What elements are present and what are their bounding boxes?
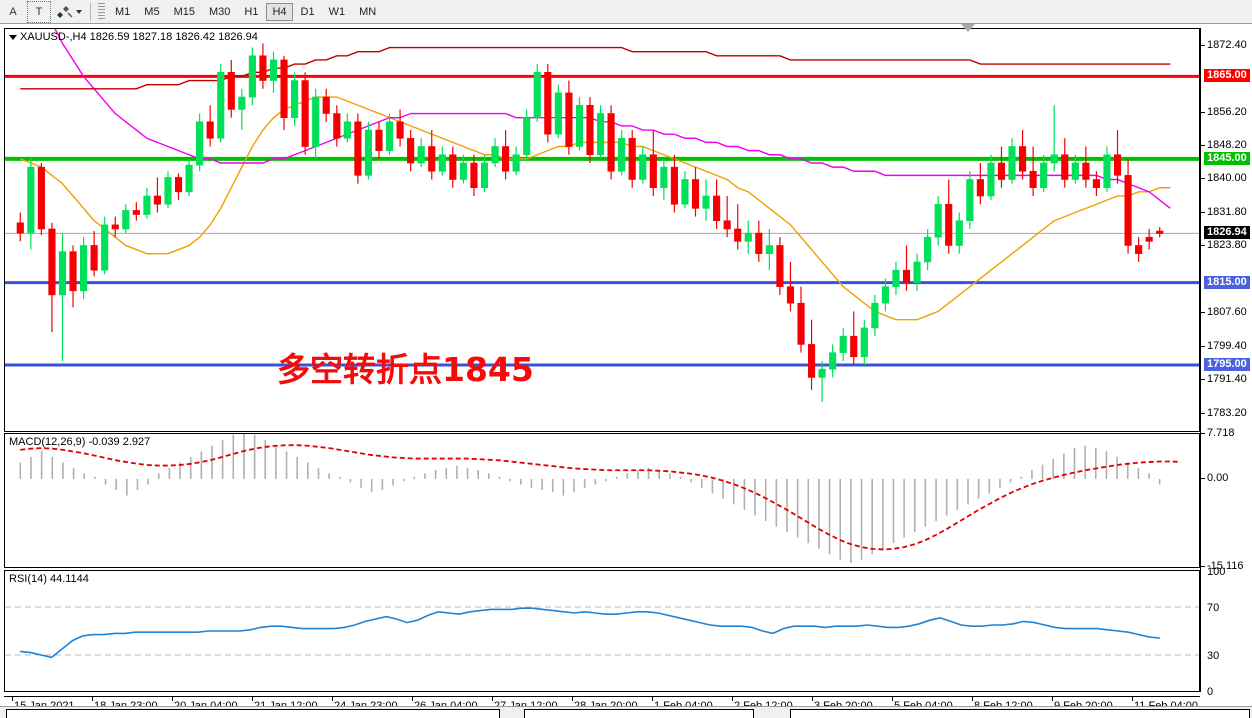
- price-tick-label: 1823.80: [1201, 239, 1247, 252]
- time-tick: [1132, 697, 1133, 701]
- time-tick: [652, 697, 653, 701]
- label-tool-label: T: [35, 5, 43, 18]
- rsi-tick-label: 100: [1207, 566, 1226, 578]
- rsi-tick-label: 0: [1207, 686, 1214, 698]
- timeframe-m5[interactable]: M5: [144, 5, 160, 18]
- tab-item[interactable]: [524, 709, 754, 718]
- macd-label: MACD(12,26,9) -0.039 2.927: [9, 436, 151, 448]
- time-tick: [172, 697, 173, 701]
- rsi-panel[interactable]: RSI(14) 44.1144: [4, 570, 1200, 692]
- price-tick-label: 1799.40: [1201, 339, 1247, 352]
- toolbar-grip[interactable]: [98, 2, 105, 21]
- bottom-tab-strip[interactable]: [0, 706, 1252, 718]
- time-tick: [252, 697, 253, 701]
- macd-panel[interactable]: MACD(12,26,9) -0.039 2.927: [4, 433, 1200, 568]
- timeframe-m1[interactable]: M1: [115, 5, 131, 18]
- price-tick-label: 1856.20: [1201, 105, 1247, 118]
- shapes-icon: [56, 5, 72, 18]
- time-tick: [972, 697, 973, 701]
- time-tick: [1052, 697, 1053, 701]
- time-tick: [12, 697, 13, 701]
- price-panel-header: XAUUSD-,H4 1826.59 1827.18 1826.42 1826.…: [9, 31, 258, 43]
- price-tick-label: 1791.40: [1201, 372, 1247, 385]
- macd-canvas: [19, 434, 1182, 564]
- text-tool-label: A: [9, 5, 17, 18]
- timeframe-mn[interactable]: MN: [359, 5, 377, 18]
- chart-area: XAUUSD-,H4 1826.59 1827.18 1826.42 1826.…: [0, 24, 1252, 712]
- main-toolbar: A T M1 M5 M15 M30 H1 H4 D1 W1 MN: [0, 0, 1252, 24]
- price-chart-panel[interactable]: XAUUSD-,H4 1826.59 1827.18 1826.42 1826.…: [4, 28, 1200, 432]
- price-tick-label: 1783.20: [1201, 406, 1247, 419]
- price-tag[interactable]: 1845.00: [1204, 151, 1250, 165]
- price-scale[interactable]: 1872.40 1856.20 1848.20 1840.00 1831.80 1823.…: [1200, 28, 1252, 698]
- time-tick: [492, 697, 493, 701]
- rsi-canvas: [5, 606, 1199, 659]
- timeframe-m30[interactable]: M30: [208, 5, 231, 18]
- chart-top-marker-icon: [961, 24, 975, 32]
- time-tick: [812, 697, 813, 701]
- rsi-tick-label: 30: [1207, 650, 1220, 662]
- rsi-tick-label: 70: [1207, 602, 1220, 614]
- chevron-down-icon: [75, 9, 82, 14]
- price-tick-label: 1848.20: [1201, 138, 1247, 151]
- time-tick: [732, 697, 733, 701]
- price-chart-canvas: [5, 29, 1199, 403]
- collapse-caret-icon[interactable]: [9, 34, 17, 40]
- label-tool-button[interactable]: T: [27, 0, 51, 23]
- price-tag[interactable]: 1826.94: [1204, 226, 1250, 240]
- tab-item[interactable]: [6, 709, 500, 718]
- macd-tick-label: 0.00: [1200, 471, 1229, 484]
- rsi-label: RSI(14) 44.1144: [9, 573, 89, 585]
- price-tick-label: 1840.00: [1201, 172, 1247, 185]
- time-tick: [332, 697, 333, 701]
- objects-dropdown-button[interactable]: [53, 1, 85, 23]
- time-tick: [412, 697, 413, 701]
- price-tag[interactable]: 1815.00: [1204, 275, 1250, 289]
- symbol-ohlc-label: XAUUSD-,H4 1826.59 1827.18 1826.42 1826.…: [20, 31, 258, 43]
- price-tick-label: 1831.80: [1201, 206, 1247, 219]
- timeframe-w1[interactable]: W1: [328, 5, 346, 18]
- price-tag[interactable]: 1795.00: [1204, 358, 1250, 372]
- toolbar-separator: [90, 2, 91, 21]
- price-tick-label: 1872.40: [1201, 38, 1247, 51]
- price-tag[interactable]: 1865.00: [1204, 69, 1250, 83]
- macd-tick-label: 7.718: [1201, 427, 1235, 439]
- time-tick: [572, 697, 573, 701]
- timeframe-group: M1 M5 M15 M30 H1 H4 D1 W1 MN: [108, 2, 383, 21]
- macd-tick-label: -15.116: [1201, 560, 1244, 572]
- time-tick: [892, 697, 893, 701]
- timeframe-m15[interactable]: M15: [173, 5, 195, 18]
- timeframe-h1[interactable]: H1: [244, 5, 259, 18]
- text-tool-button[interactable]: A: [1, 1, 25, 23]
- time-tick: [92, 697, 93, 701]
- chart-annotation-text: 多空转折点1845: [277, 350, 534, 389]
- tab-item[interactable]: [790, 709, 1250, 718]
- timeframe-d1[interactable]: D1: [300, 5, 315, 18]
- timeframe-h4[interactable]: H4: [266, 2, 293, 21]
- price-tick-label: 1807.60: [1201, 306, 1247, 319]
